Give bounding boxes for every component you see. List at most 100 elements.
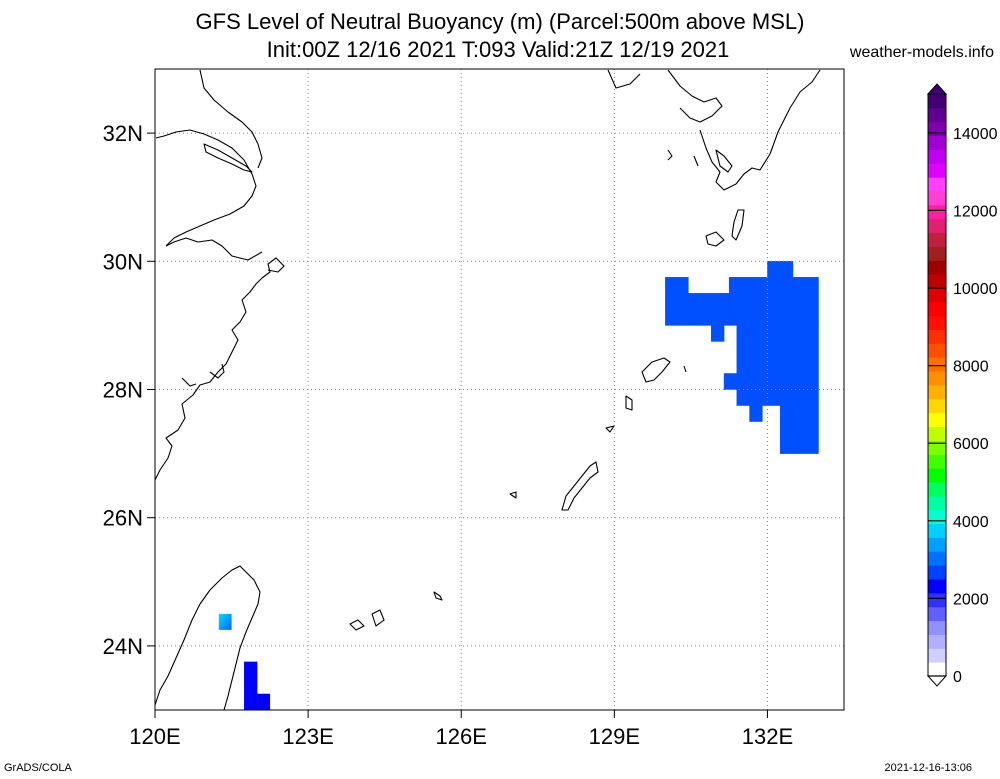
colorbar-segment: [928, 606, 946, 622]
colorbar-segment: [928, 412, 946, 428]
colorbar-segment: [928, 454, 946, 469]
colorbar-label: 2000: [953, 591, 989, 608]
lat-tick-label: 26N: [103, 506, 143, 531]
colorbar-segment: [928, 260, 946, 275]
colorbar-segment: [928, 495, 946, 511]
lnb-cell: [767, 261, 794, 326]
yakushima-island: [705, 231, 725, 247]
lat-tick-label: 30N: [103, 249, 143, 274]
lnb-cell: [749, 405, 763, 422]
taiwan-coastline: [154, 565, 261, 711]
lnb-cell: [256, 693, 271, 711]
colorbar-segment: [928, 579, 946, 594]
colorbar-segment: [928, 551, 946, 566]
colorbar-label: 4000: [953, 514, 989, 531]
colorbar-segment: [928, 385, 946, 400]
miyako-island: [433, 591, 443, 601]
colorbar-segment: [928, 634, 946, 649]
colorbar-min-arrow: [926, 675, 948, 687]
small-islet: [683, 365, 687, 373]
chart-subtitle: Init:00Z 12/16 2021 T:093 Valid:21Z 12/1…: [266, 37, 730, 62]
small-islet: [625, 395, 633, 411]
colorbar-label: 8000: [953, 359, 989, 376]
lnb-shading: [218, 261, 819, 711]
kyushu-coastline: [607, 69, 821, 191]
colorbar-segment: [928, 565, 946, 580]
colorbar-segment: [928, 274, 946, 289]
chart-title: GFS Level of Neutral Buoyancy (m) (Parce…: [195, 9, 805, 34]
china-north-coast: [199, 69, 263, 169]
yangtze-inner: [203, 143, 253, 173]
colorbar-segment: [928, 620, 946, 635]
okinawa-island: [561, 461, 599, 511]
lnb-cell: [723, 373, 738, 390]
colorbar-segment: [928, 135, 946, 150]
lon-tick-label: 123E: [282, 724, 333, 749]
colorbar-segment: [928, 218, 946, 234]
colorbar-label: 6000: [953, 436, 989, 453]
colorbar-segment: [928, 329, 946, 344]
colorbar-segment: [928, 163, 946, 178]
footer-credit: GrADS/COLA: [4, 762, 72, 774]
lnb-cell: [736, 389, 781, 406]
ishigaki-island: [371, 609, 385, 627]
colorbar-segment: [928, 509, 946, 525]
colorbar-segment: [928, 343, 946, 358]
colorbar-segment: [928, 537, 946, 552]
lnb-cell: [665, 277, 689, 326]
colorbar-segment: [928, 523, 946, 538]
colorbar-segment: [928, 94, 946, 109]
small-islet: [605, 425, 615, 433]
colorbar-label: 14000: [953, 126, 998, 143]
small-islet: [509, 491, 517, 499]
china-coastline: [154, 237, 285, 481]
colorbar-segment: [928, 468, 946, 483]
lnb-cell: [711, 325, 725, 342]
axis-labels: 120E 123E 126E 129E 132E 24N 26N 28N 30N 32N: [103, 121, 793, 749]
site-label: weather-models.info: [849, 44, 994, 61]
colorbar-segment: [928, 440, 946, 455]
colorbar-segment: [928, 177, 946, 192]
coast-fragment: [181, 363, 225, 387]
lon-tick-label: 132E: [742, 724, 793, 749]
colorbar: 0 2000 4000 6000 8000 10000 12000 14000: [926, 83, 998, 687]
colorbar-segment: [928, 592, 946, 608]
lnb-cell: [244, 661, 258, 711]
colorbar-segment: [928, 648, 946, 663]
colorbar-segment: [928, 482, 946, 497]
kyushu-bay: [715, 149, 733, 173]
lnb-cell: [728, 277, 768, 326]
colorbar-segment: [928, 398, 946, 414]
small-islet: [667, 149, 673, 161]
small-islet: [693, 155, 699, 167]
colorbar-max-arrow: [926, 83, 948, 95]
lat-tick-label: 28N: [103, 378, 143, 403]
colorbar-segment: [928, 288, 946, 303]
colorbar-label: 10000: [953, 281, 998, 298]
colorbar-segment: [928, 204, 946, 220]
lnb-cell: [736, 325, 819, 390]
colorbar-segment: [928, 662, 946, 677]
lnb-cell: [779, 389, 819, 454]
colorbar-segment: [928, 357, 946, 372]
lnb-cell: [688, 293, 730, 326]
colorbar-segment: [928, 191, 946, 206]
colorbar-segment: [928, 371, 946, 386]
tanegashima-island: [731, 209, 745, 241]
colorbar-segment: [928, 121, 946, 137]
colorbar-label: 0: [953, 669, 962, 686]
lnb-cell: [218, 613, 232, 630]
amami-island: [641, 357, 671, 383]
colorbar-segment: [928, 315, 946, 331]
colorbar-segment: [928, 149, 946, 164]
iriomote-island: [349, 619, 365, 631]
lnb-cell: [792, 277, 819, 326]
lat-tick-label: 32N: [103, 121, 143, 146]
colorbar-segment: [928, 232, 946, 247]
yangtze-estuary: [155, 129, 257, 247]
colorbar-segment: [928, 107, 946, 123]
lon-tick-label: 120E: [129, 724, 180, 749]
colorbar-segment: [928, 426, 946, 441]
